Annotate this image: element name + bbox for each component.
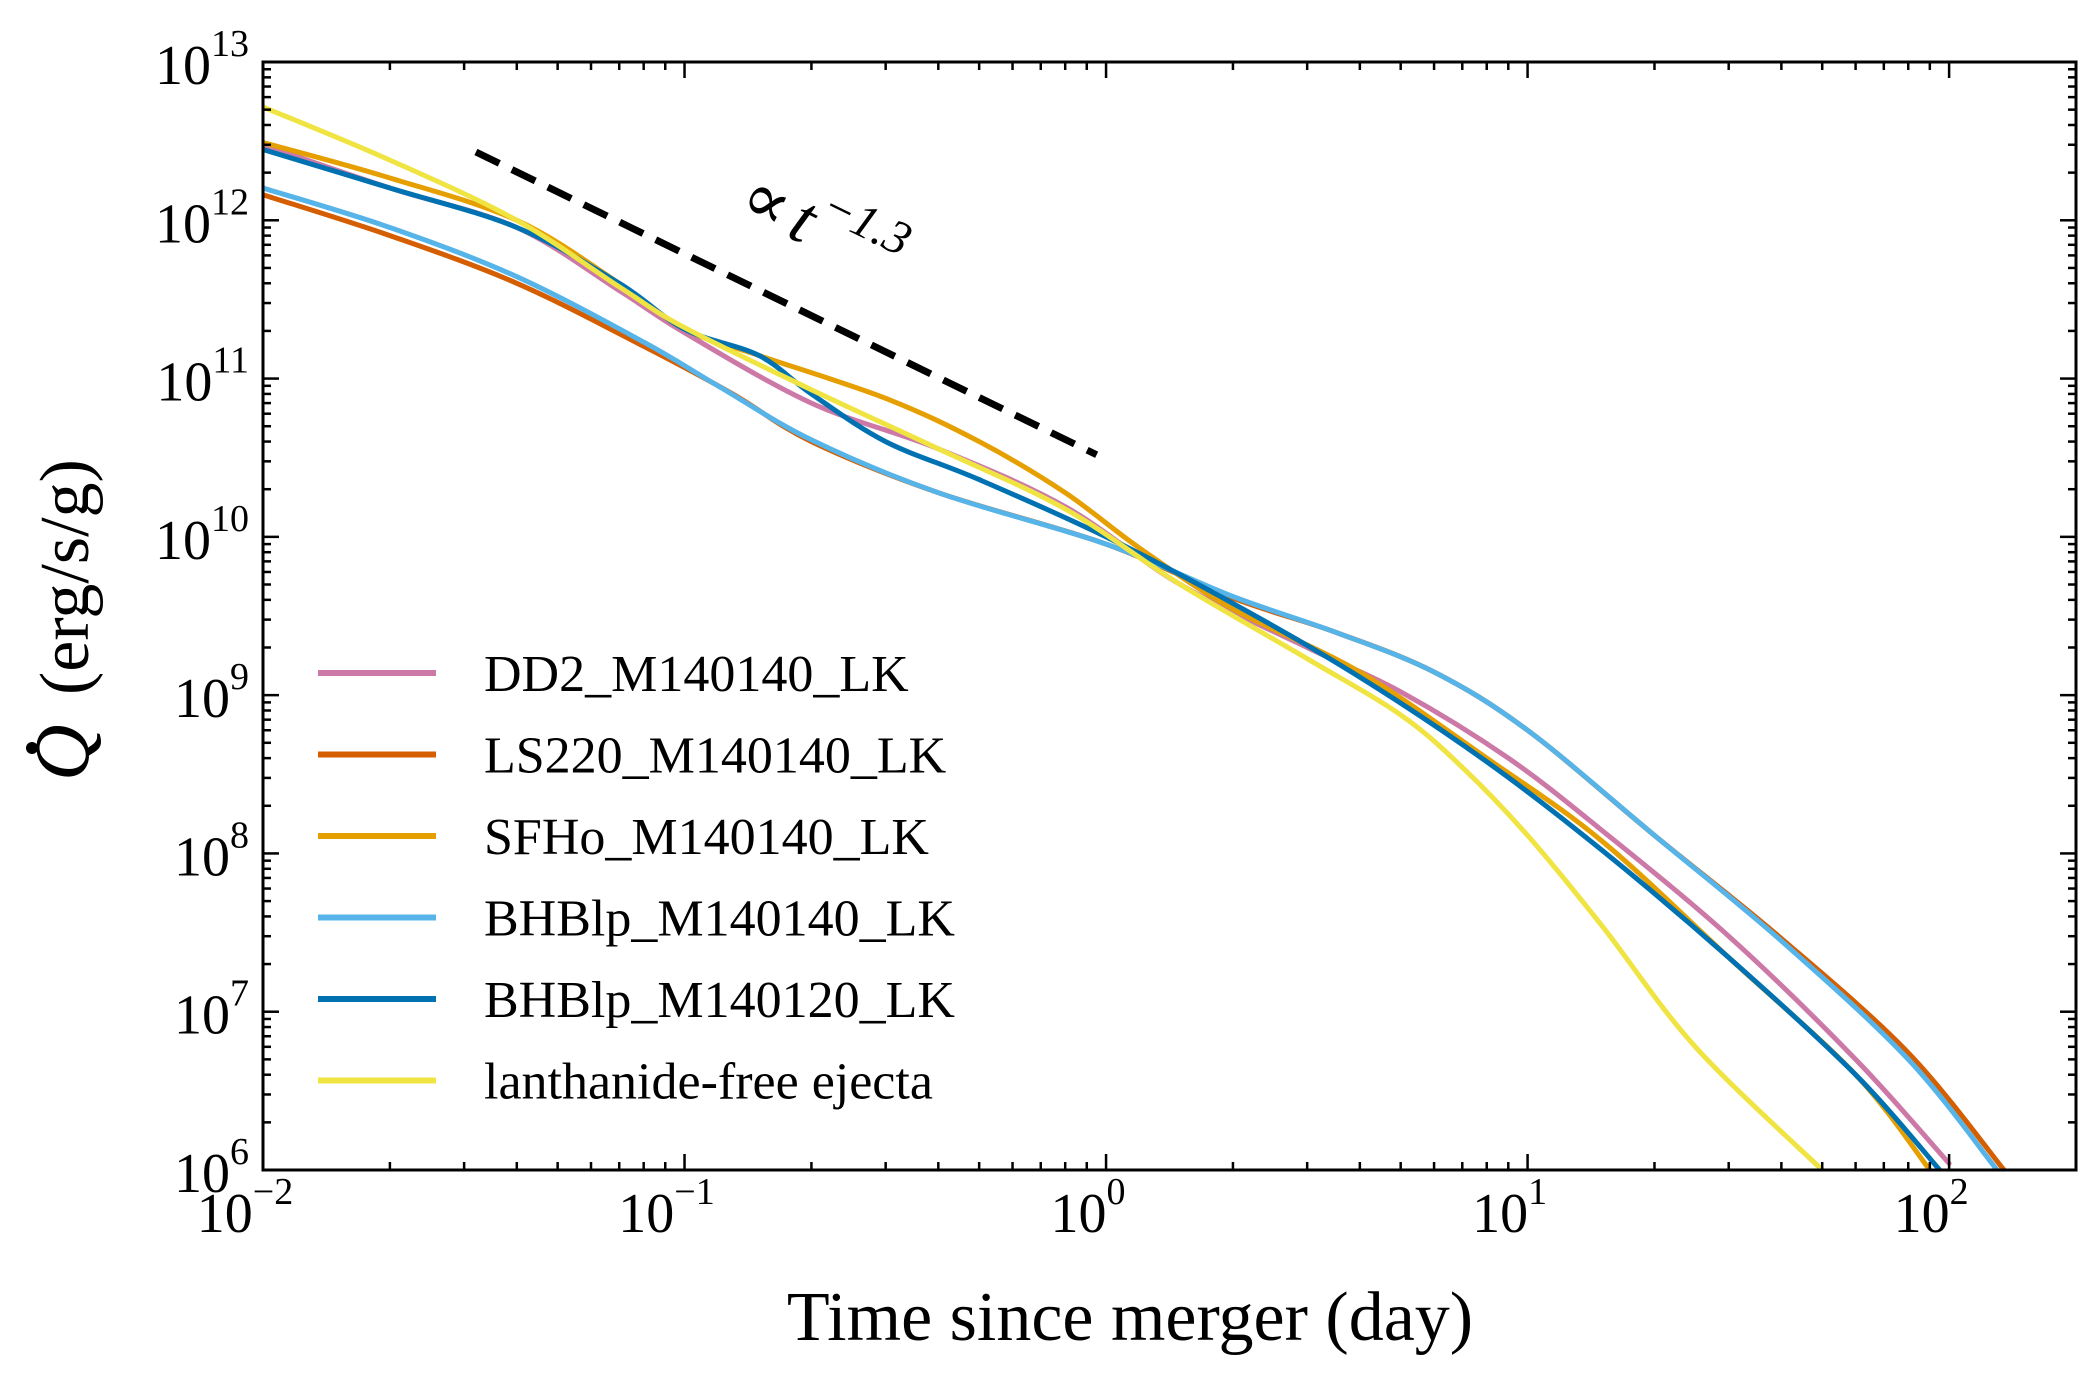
legend-label: LS220_M140140_LK xyxy=(484,728,947,785)
y-tick-label: 1012 xyxy=(155,181,249,255)
y-tick-label: 107 xyxy=(174,973,249,1047)
y-tick-labels: 106 107 108 109 1010 1011 1012 1013 xyxy=(155,23,249,1205)
x-axis-label: Time since merger (day) xyxy=(787,1279,1473,1356)
legend-label: SFHo_M140140_LK xyxy=(484,809,929,866)
plot-frame xyxy=(261,60,2078,1172)
x-tick-label: 10−2 xyxy=(197,1171,293,1245)
x-tick-label: 102 xyxy=(1894,1171,1969,1245)
x-tick-label: 100 xyxy=(1051,1171,1126,1245)
legend-label: BHBlp_M140140_LK xyxy=(484,891,955,948)
y-tick-label: 106 xyxy=(174,1131,249,1205)
legend: DD2_M140140_LK LS220_M140140_LK SFHo_M1401… xyxy=(318,646,955,1111)
x-tick-label: 10−1 xyxy=(618,1171,714,1245)
y-tick-label: 109 xyxy=(174,656,249,730)
y-tick-label: 1013 xyxy=(155,23,249,97)
y-axis-label: Q (erg/s/g) xyxy=(18,459,105,781)
x-tick-labels: 10−2 10−1 100 101 102 xyxy=(197,1171,1969,1245)
series-lines xyxy=(263,104,2007,1170)
x-tick-label: 101 xyxy=(1472,1171,1547,1245)
legend-label: DD2_M140140_LK xyxy=(484,646,909,703)
legend-label: BHBlp_M140120_LK xyxy=(484,972,955,1029)
svg-text:Q (erg/s/g): Q (erg/s/g) xyxy=(18,459,105,781)
y-axis-dot xyxy=(26,742,38,754)
power-law-exponent: −1.3 xyxy=(814,178,920,266)
y-axis-units: (erg/s/g) xyxy=(27,459,104,695)
y-tick-label: 1011 xyxy=(156,340,249,414)
power-law-guide-line xyxy=(474,148,1099,458)
power-law-label: ∝t−1.3 xyxy=(728,145,920,300)
series-line-lanthanide-free-ejecta xyxy=(263,104,1825,1170)
y-tick-label: 1010 xyxy=(155,498,249,572)
y-tick-label: 108 xyxy=(174,814,249,888)
legend-label: lanthanide-free ejecta xyxy=(484,1054,933,1111)
